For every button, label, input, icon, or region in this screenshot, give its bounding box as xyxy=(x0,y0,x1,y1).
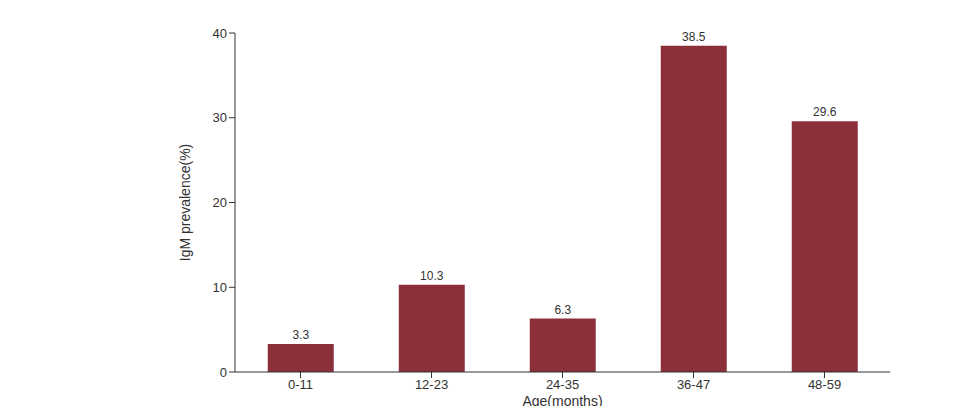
svg-text:0-11: 0-11 xyxy=(288,377,313,392)
svg-text:30: 30 xyxy=(213,110,227,125)
svg-text:24-35: 24-35 xyxy=(546,377,579,392)
svg-text:20: 20 xyxy=(213,195,227,210)
svg-text:38.5: 38.5 xyxy=(682,30,706,44)
svg-text:29.6: 29.6 xyxy=(813,105,837,119)
svg-text:10.3: 10.3 xyxy=(420,269,444,283)
svg-text:6.3: 6.3 xyxy=(554,303,571,317)
svg-text:0: 0 xyxy=(220,365,227,380)
svg-text:3.3: 3.3 xyxy=(292,328,309,342)
svg-text:40: 40 xyxy=(213,26,227,41)
svg-text:Age(months): Age(months) xyxy=(522,393,602,406)
svg-text:IgM prevalence(%): IgM prevalence(%) xyxy=(177,144,193,262)
svg-text:48-59: 48-59 xyxy=(808,377,841,392)
svg-text:12-23: 12-23 xyxy=(415,377,448,392)
svg-text:36-47: 36-47 xyxy=(677,377,710,392)
svg-text:10: 10 xyxy=(213,280,227,295)
